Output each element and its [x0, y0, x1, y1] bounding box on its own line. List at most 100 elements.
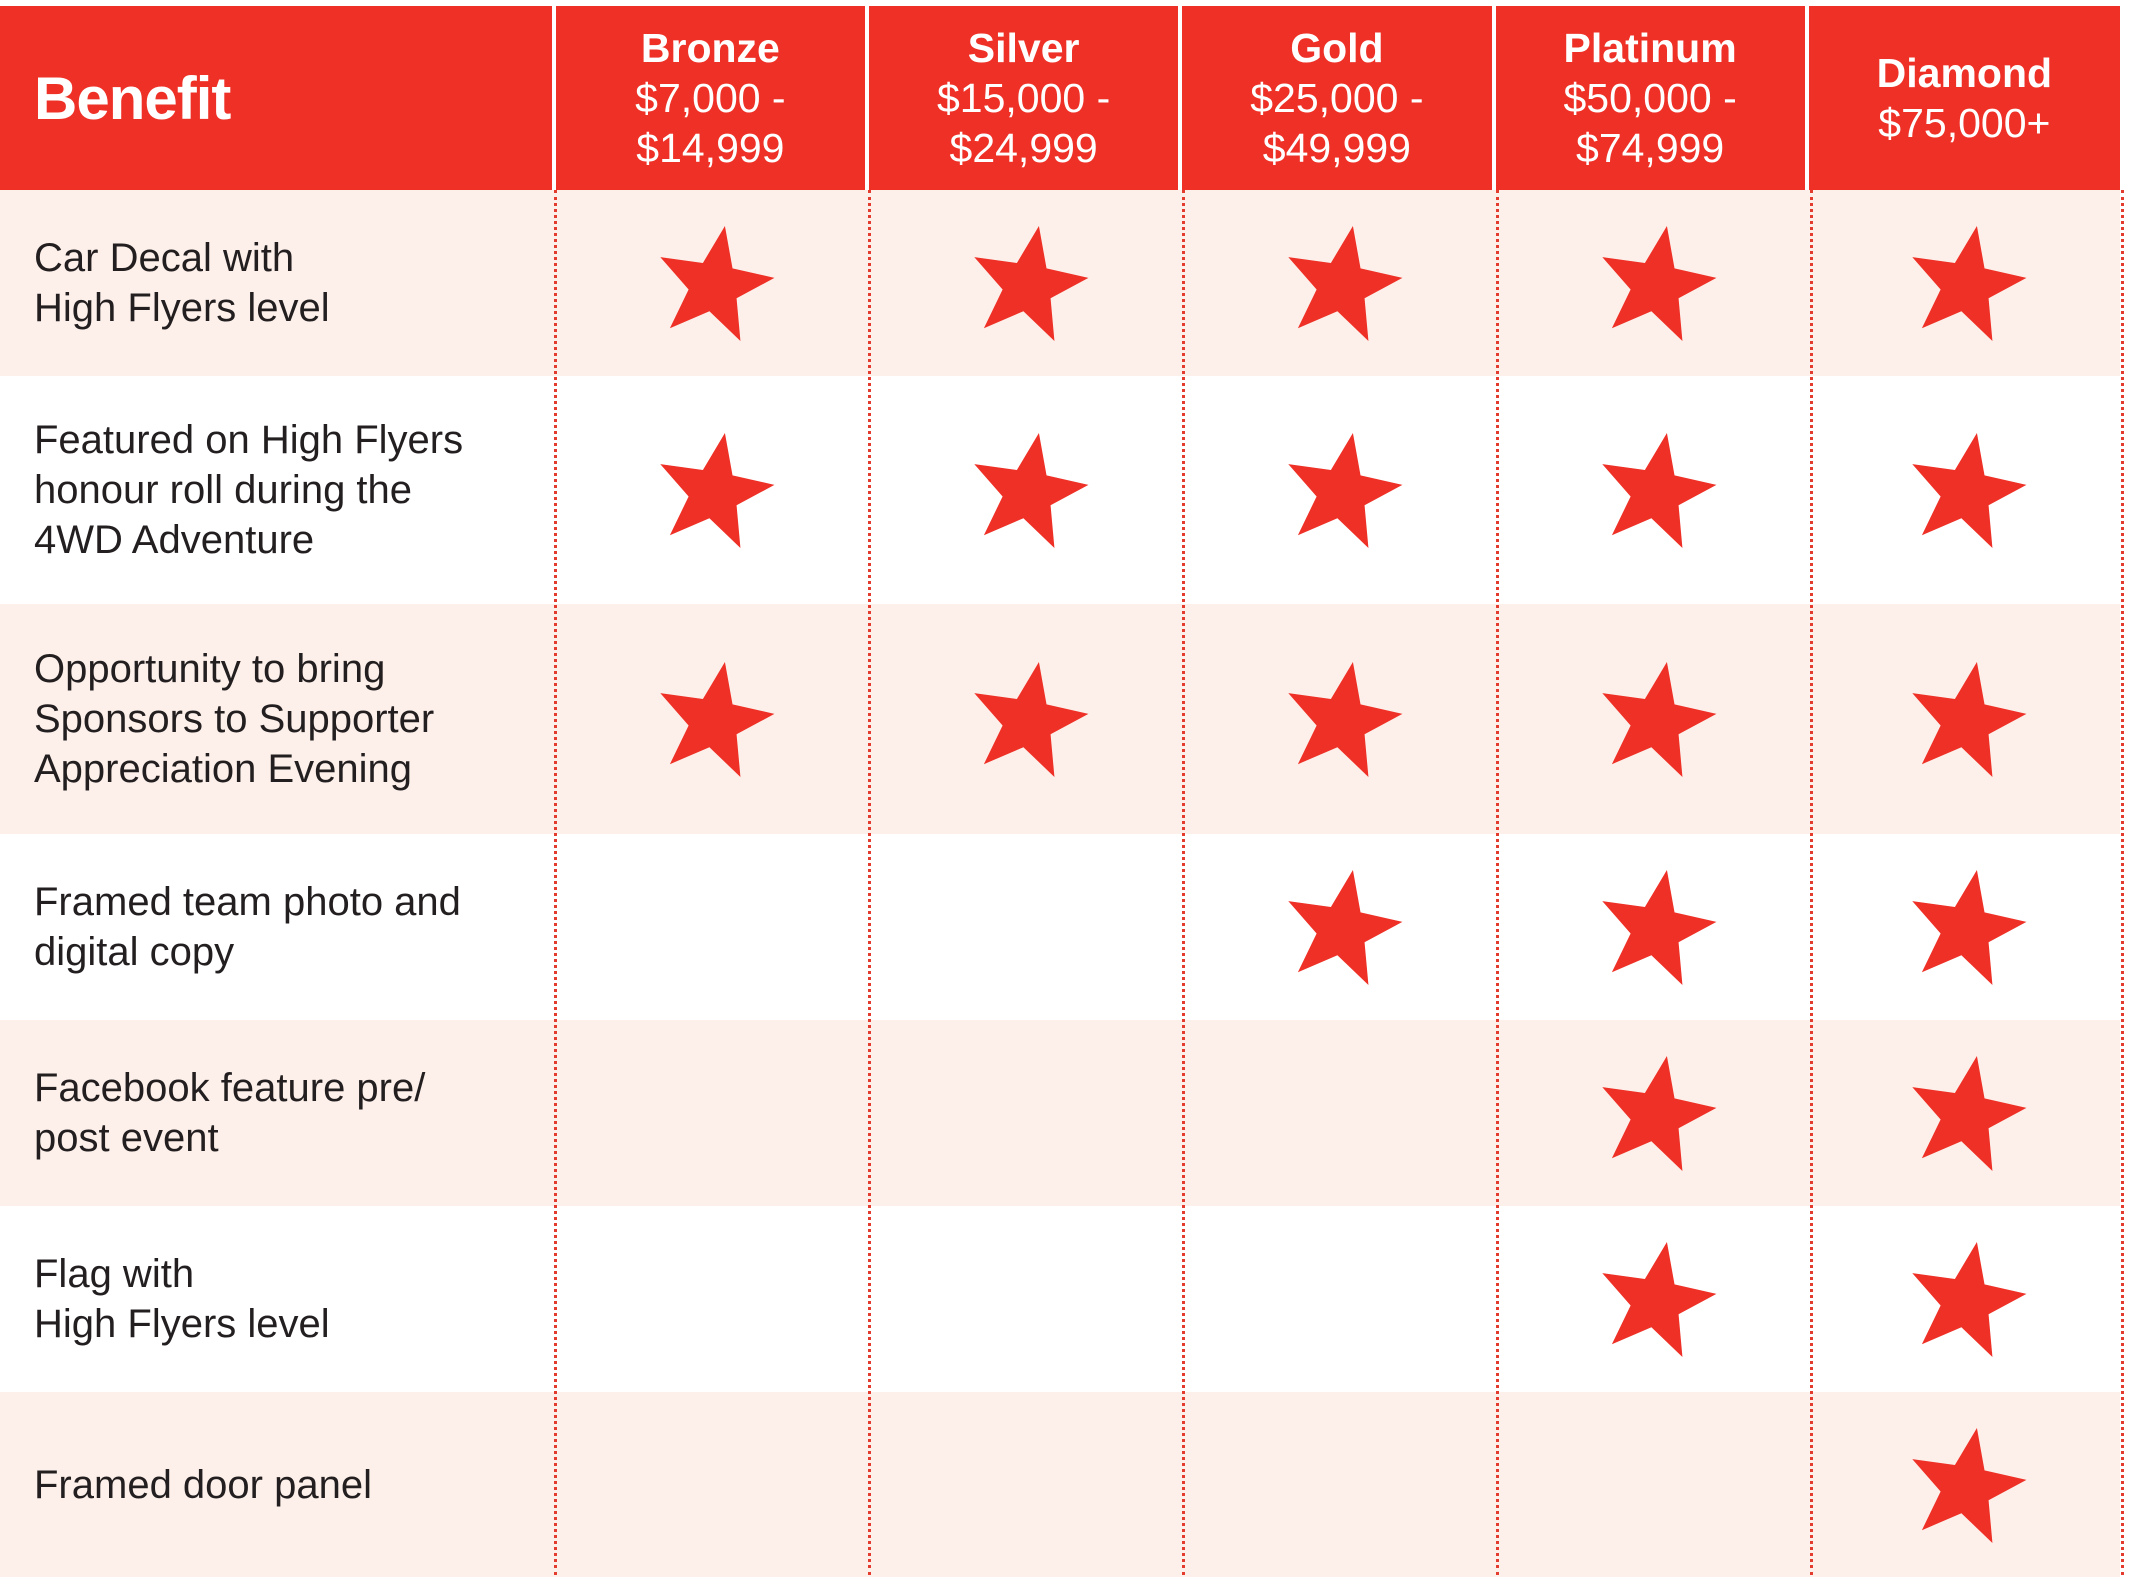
- star-icon: [1912, 662, 2027, 777]
- tier-cell-gold: [1185, 1206, 1499, 1392]
- tier-cell-bronze: [557, 190, 871, 376]
- header-tier-platinum: Platinum $50,000 - $74,999: [1495, 6, 1805, 190]
- star-icon: [1602, 1056, 1717, 1171]
- benefit-text-line: Car Decal with: [34, 236, 295, 280]
- table-row: Car Decal with High Flyers level: [0, 190, 2120, 376]
- table-row: Framed door panel: [0, 1392, 2120, 1577]
- star-icon: [1912, 433, 2027, 548]
- tier-cell-gold: [1185, 376, 1499, 604]
- tier-cell-gold: [1185, 1020, 1499, 1206]
- benefit-text-line: digital copy: [34, 930, 235, 974]
- table-body: Car Decal with High Flyers level Featured …: [0, 190, 2120, 1577]
- benefit-cell: Framed door panel: [0, 1392, 557, 1577]
- benefit-cell: Flag with High Flyers level: [0, 1206, 557, 1392]
- tier-cell-diamond: [1813, 1206, 2119, 1392]
- tier-name: Platinum: [1563, 25, 1737, 71]
- table-header: Benefit Bronze $7,000 - $14,999 Silver $…: [0, 6, 2120, 190]
- tier-range: $75,000+: [1878, 100, 2051, 146]
- tier-cell-diamond: [1813, 604, 2119, 834]
- star-icon: [1912, 226, 2027, 341]
- tier-cell-platinum: [1499, 604, 1813, 834]
- benefit-cell: Featured on High Flyers honour roll durin…: [0, 376, 557, 604]
- header-tier-bronze: Bronze $7,000 - $14,999: [555, 6, 865, 190]
- benefit-text-line: post event: [34, 1116, 219, 1160]
- tier-cell-platinum: [1499, 1206, 1813, 1392]
- star-icon: [1288, 226, 1403, 341]
- column-divider: [868, 190, 871, 1575]
- tier-cell-bronze: [557, 1020, 871, 1206]
- header-tier-gold: Gold $25,000 - $49,999: [1182, 6, 1492, 190]
- tier-cell-silver: [871, 604, 1185, 834]
- tier-cell-diamond: [1813, 834, 2119, 1020]
- column-divider: [2121, 190, 2124, 1575]
- tier-cell-gold: [1185, 604, 1499, 834]
- tier-cell-platinum: [1499, 190, 1813, 376]
- tier-name: Diamond: [1876, 50, 2053, 96]
- header-tier-silver: Silver $15,000 - $24,999: [869, 6, 1179, 190]
- star-icon: [660, 226, 775, 341]
- tier-cell-diamond: [1813, 1020, 2119, 1206]
- benefit-cell: Car Decal with High Flyers level: [0, 190, 557, 376]
- tier-cell-platinum: [1499, 1392, 1813, 1577]
- star-icon: [1602, 433, 1717, 548]
- header-benefit: Benefit: [0, 6, 552, 190]
- benefit-text-line: Facebook feature pre/: [34, 1066, 426, 1110]
- benefit-text-line: Featured on High Flyers: [34, 418, 464, 462]
- star-icon: [1602, 662, 1717, 777]
- tier-range: $25,000 - $49,999: [1250, 75, 1424, 171]
- tier-range: $50,000 - $74,999: [1563, 75, 1737, 171]
- benefit-text-line: Framed team photo and: [34, 880, 461, 924]
- benefit-text-line: Opportunity to bring: [34, 647, 386, 691]
- header-tier-diamond: Diamond $75,000+: [1808, 6, 2120, 190]
- star-icon: [1288, 433, 1403, 548]
- star-icon: [1602, 1242, 1717, 1357]
- benefit-text-line: Flag with: [34, 1252, 195, 1296]
- tier-cell-silver: [871, 1020, 1185, 1206]
- tier-name: Silver: [967, 25, 1080, 71]
- column-divider: [1810, 190, 1813, 1575]
- column-divider: [1182, 190, 1185, 1575]
- star-icon: [660, 433, 775, 548]
- benefit-text-line: honour roll during the: [34, 468, 413, 512]
- tier-cell-gold: [1185, 190, 1499, 376]
- tier-name: Bronze: [640, 25, 780, 71]
- tier-cell-diamond: [1813, 190, 2119, 376]
- benefit-cell: Opportunity to bring Sponsors to Supporte…: [0, 604, 557, 834]
- tier-cell-silver: [871, 190, 1185, 376]
- header-benefit-label: Benefit: [34, 64, 231, 132]
- table-row: Opportunity to bring Sponsors to Supporte…: [0, 604, 2120, 834]
- tier-cell-platinum: [1499, 376, 1813, 604]
- star-icon: [1912, 1056, 2027, 1171]
- star-icon: [1602, 226, 1717, 341]
- tier-cell-bronze: [557, 834, 871, 1020]
- tier-cell-platinum: [1499, 1020, 1813, 1206]
- tier-cell-silver: [871, 376, 1185, 604]
- table-row: Flag with High Flyers level: [0, 1206, 2120, 1392]
- benefit-text-line: High Flyers level: [34, 1302, 330, 1346]
- tier-cell-gold: [1185, 834, 1499, 1020]
- benefit-text-line: Sponsors to Supporter: [34, 697, 435, 741]
- tier-cell-bronze: [557, 1206, 871, 1392]
- tier-cell-diamond: [1813, 1392, 2119, 1577]
- tier-cell-bronze: [557, 376, 871, 604]
- table-row: Framed team photo and digital copy: [0, 834, 2120, 1020]
- tier-cell-silver: [871, 1206, 1185, 1392]
- benefit-text-line: 4WD Adventure: [34, 518, 315, 562]
- benefit-cell: Facebook feature pre/post event: [0, 1020, 557, 1206]
- star-icon: [660, 662, 775, 777]
- benefit-text-line: Appreciation Evening: [34, 747, 413, 791]
- tier-range: $15,000 - $24,999: [937, 75, 1111, 171]
- star-icon: [1912, 1242, 2027, 1357]
- tier-cell-diamond: [1813, 376, 2119, 604]
- table-row: Facebook feature pre/post event: [0, 1020, 2120, 1206]
- tier-cell-gold: [1185, 1392, 1499, 1577]
- star-icon: [1602, 870, 1717, 985]
- tier-range: $7,000 - $14,999: [635, 75, 786, 171]
- tier-cell-silver: [871, 1392, 1185, 1577]
- column-divider: [1496, 190, 1499, 1575]
- tier-cell-bronze: [557, 604, 871, 834]
- benefit-text-line: Framed door panel: [34, 1462, 372, 1507]
- star-icon: [974, 226, 1089, 341]
- star-icon: [974, 433, 1089, 548]
